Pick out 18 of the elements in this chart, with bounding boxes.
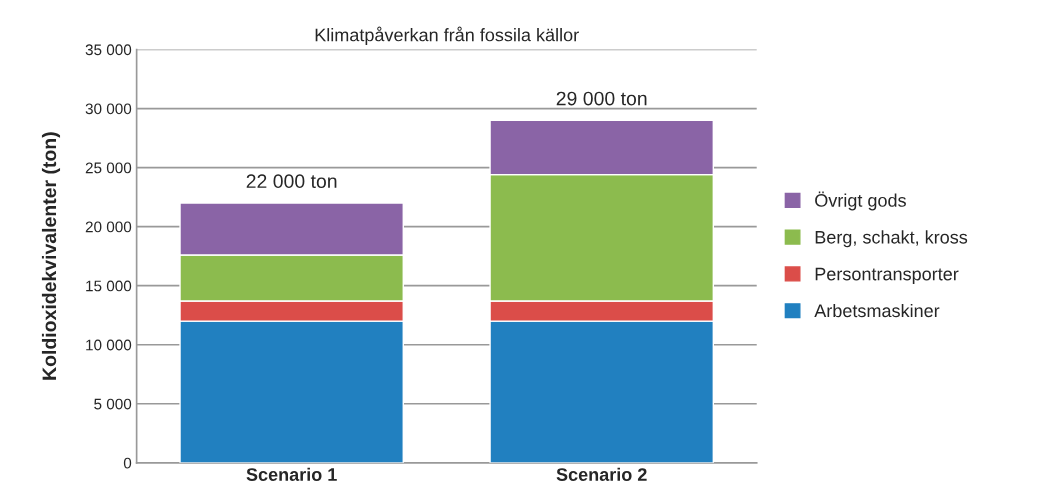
total-label: 22 000 ton [246, 174, 337, 189]
chart-title: Klimatpåverkan från fossila källor [315, 26, 579, 45]
y-tick-label: 30 000 [85, 103, 132, 115]
y-tick-label: 0 [123, 457, 132, 469]
legend-label: Övrigt gods [815, 191, 906, 211]
legend-label: Arbetsmaskiner [814, 303, 940, 318]
legend-label: Persontransporter [815, 267, 959, 284]
y-tick-label: 20 000 [85, 221, 132, 233]
y-tick-label: 25 000 [85, 162, 132, 174]
legend-label: Berg, schakt, kross [815, 230, 968, 248]
y-tick-label: 15 000 [86, 280, 132, 292]
x-tick-label: Scenario 2 [556, 467, 647, 481]
y-axis-title: Koldioxidekvivalenter (ton) [41, 132, 61, 380]
y-tick-label: 35 000 [85, 44, 132, 56]
y-tick-label: 10 000 [86, 339, 132, 351]
x-tick-label: Scenario 1 [246, 467, 337, 481]
y-tick-label: 5 000 [94, 398, 132, 410]
total-label: 29 000 ton [556, 91, 647, 106]
